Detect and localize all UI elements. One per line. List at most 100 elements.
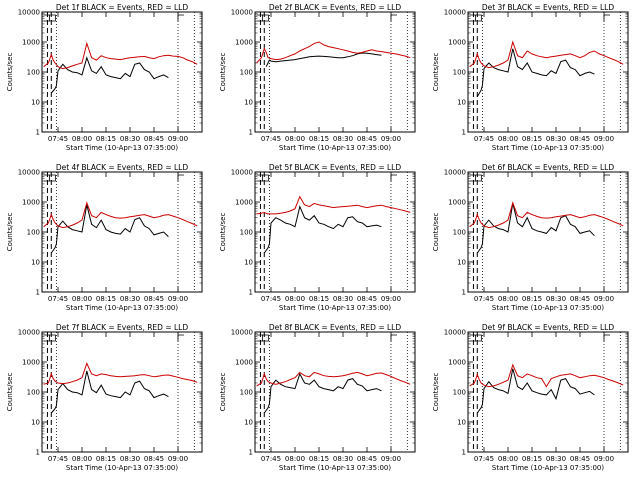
x-tick-label: 09:00 (168, 135, 188, 143)
lld-series-line (43, 362, 198, 385)
chart-panel: Det 8f BLACK = Events, RED = LLD 1 10 100 10… (219, 323, 416, 472)
x-tick-label: 08:30 (120, 455, 140, 463)
x-tick-label: 08:45 (357, 295, 377, 303)
lld-series-line (43, 201, 198, 229)
bracket-marker (256, 174, 264, 182)
x-tick-label: 07:45 (48, 295, 68, 303)
x-tick-label: 08:00 (498, 295, 518, 303)
chart-title: Det 9f BLACK = Events, RED = LLD (482, 323, 615, 332)
y-tick-label: 1 (249, 289, 253, 297)
bracket-marker (262, 14, 269, 22)
y-tick-label: 1 (462, 289, 466, 297)
lld-series-line (256, 195, 411, 215)
x-tick-label: 08:45 (570, 295, 590, 303)
y-axis-label: Counts/sec (6, 373, 14, 412)
bracket-marker (177, 174, 184, 181)
x-tick-label: 09:00 (594, 135, 614, 143)
y-tick-label: 1 (36, 289, 40, 297)
y-axis-label: Counts/sec (6, 213, 14, 252)
events-series-line (263, 205, 382, 254)
x-tick-label: 08:15 (96, 295, 116, 303)
y-axis-label: Counts/sec (219, 53, 227, 92)
bracket-marker (262, 174, 269, 182)
bracket-marker (469, 174, 477, 182)
x-tick-label: 08:45 (144, 135, 164, 143)
x-axis-label: Start Time (10-Apr-13 07:35:00) (279, 144, 391, 152)
x-tick-label: 07:45 (48, 135, 68, 143)
y-tick-label: 10000 (18, 169, 40, 177)
chart-panel: Det 4f BLACK = Events, RED = LLD 1 10 100 10… (6, 163, 203, 312)
y-tick-label: 10000 (18, 9, 40, 17)
x-tick-label: 08:30 (546, 135, 566, 143)
chart-panel: Det 1f BLACK = Events, RED = LLD 1 10 100 10… (6, 3, 203, 152)
y-tick-label: 1 (462, 129, 466, 137)
y-tick-label: 100 (27, 69, 40, 77)
bracket-marker (262, 334, 269, 342)
x-tick-label: 08:45 (570, 135, 590, 143)
y-tick-label: 10 (31, 259, 40, 267)
bracket-marker (177, 334, 184, 341)
events-series-line (50, 204, 169, 254)
y-tick-label: 10000 (231, 9, 253, 17)
x-tick-label: 09:00 (594, 295, 614, 303)
y-tick-label: 10 (457, 99, 466, 107)
x-tick-label: 08:45 (144, 295, 164, 303)
y-tick-label: 100 (27, 389, 40, 397)
y-tick-label: 1 (249, 129, 253, 137)
x-tick-label: 08:00 (72, 455, 92, 463)
x-tick-label: 09:00 (381, 135, 401, 143)
bracket-marker (603, 174, 610, 181)
y-tick-label: 100 (240, 69, 253, 77)
x-tick-label: 08:15 (309, 455, 329, 463)
y-tick-label: 100 (453, 389, 466, 397)
bracket-marker (177, 14, 184, 21)
bracket-marker (256, 14, 264, 22)
x-tick-label: 08:30 (546, 455, 566, 463)
bracket-marker (390, 174, 397, 181)
events-series-line (476, 203, 595, 254)
x-tick-label: 07:45 (48, 455, 68, 463)
x-axis-label: Start Time (10-Apr-13 07:35:00) (492, 464, 604, 472)
x-tick-label: 08:15 (522, 455, 542, 463)
events-series-line (265, 52, 382, 67)
chart-title: Det 8f BLACK = Events, RED = LLD (269, 323, 402, 332)
y-tick-label: 1 (36, 129, 40, 137)
chart-title: Det 3f BLACK = Events, RED = LLD (482, 3, 615, 12)
x-tick-label: 08:30 (333, 295, 353, 303)
x-tick-label: 08:45 (570, 455, 590, 463)
x-tick-label: 08:30 (333, 135, 353, 143)
x-tick-label: 08:45 (357, 135, 377, 143)
lld-series-line (469, 40, 624, 69)
x-tick-label: 09:00 (594, 455, 614, 463)
x-axis-label: Start Time (10-Apr-13 07:35:00) (66, 464, 178, 472)
chart-panel: Det 7f BLACK = Events, RED = LLD 1 10 100 10… (6, 323, 203, 472)
x-tick-label: 07:45 (261, 135, 281, 143)
y-tick-label: 1000 (448, 359, 466, 367)
y-tick-label: 10 (244, 259, 253, 267)
chart-title: Det 5f BLACK = Events, RED = LLD (269, 163, 402, 172)
x-tick-label: 08:00 (285, 135, 305, 143)
y-axis-label: Counts/sec (432, 53, 440, 92)
x-tick-label: 08:15 (309, 295, 329, 303)
bracket-marker (43, 14, 51, 22)
chart-title: Det 7f BLACK = Events, RED = LLD (56, 323, 189, 332)
bracket-marker (390, 334, 397, 341)
lld-series-line (469, 363, 624, 388)
x-tick-label: 08:00 (498, 135, 518, 143)
chart-title: Det 2f BLACK = Events, RED = LLD (269, 3, 402, 12)
y-tick-label: 10000 (18, 329, 40, 337)
bracket-marker (256, 334, 264, 342)
x-tick-label: 08:15 (309, 135, 329, 143)
y-tick-label: 100 (27, 229, 40, 237)
x-tick-label: 08:00 (285, 455, 305, 463)
y-tick-label: 10 (31, 99, 40, 107)
x-tick-label: 08:30 (120, 295, 140, 303)
bracket-marker (469, 334, 477, 342)
x-axis-label: Start Time (10-Apr-13 07:35:00) (279, 464, 391, 472)
x-tick-label: 08:15 (96, 455, 116, 463)
events-series-line (263, 372, 382, 414)
y-tick-label: 100 (240, 389, 253, 397)
bracket-marker (603, 334, 610, 341)
y-tick-label: 1000 (22, 359, 40, 367)
y-tick-label: 10000 (444, 9, 466, 17)
